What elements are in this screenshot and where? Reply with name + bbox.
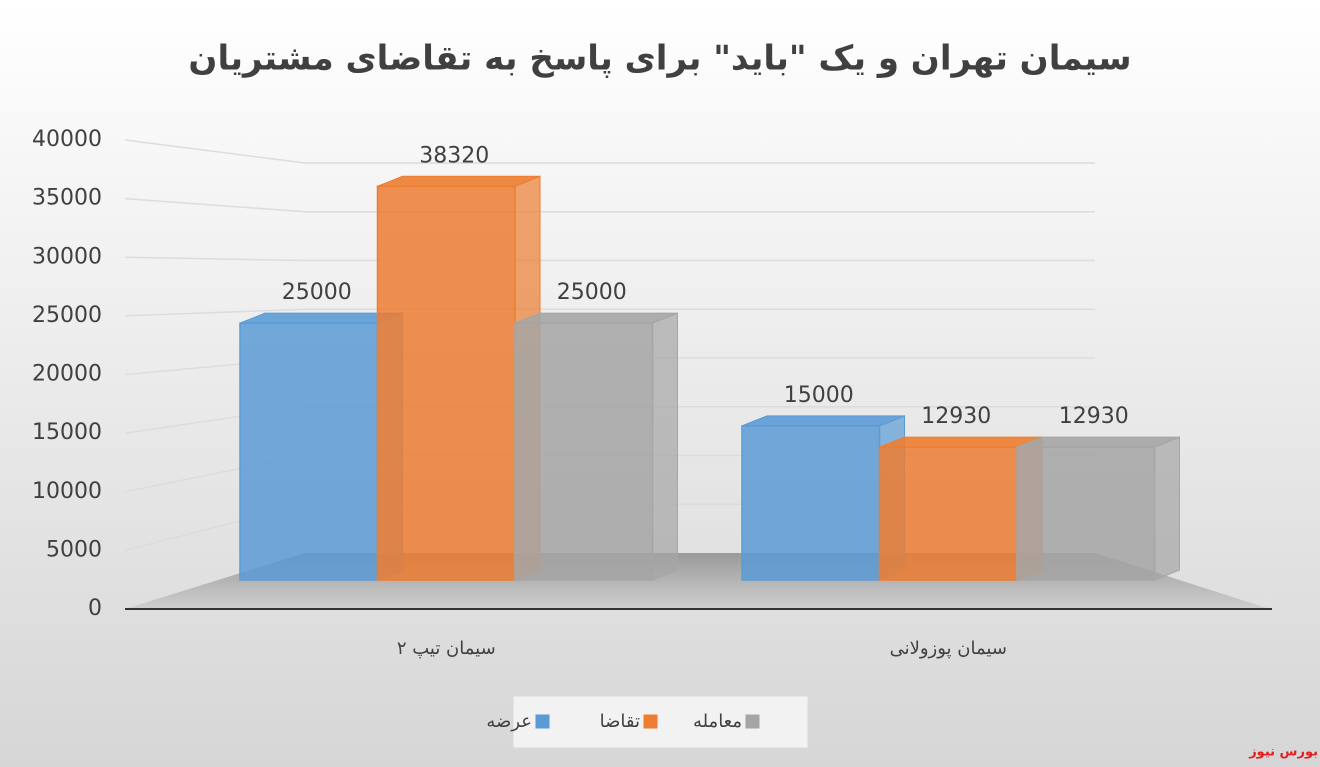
x-tick-label: سیمان تیپ ۲ <box>397 638 496 659</box>
grid-line <box>124 256 1095 262</box>
y-tick-label: 40000 <box>32 127 102 152</box>
y-tick-label: 25000 <box>32 303 102 328</box>
data-label: 12930 <box>921 404 991 429</box>
bar-top <box>741 415 905 427</box>
legend-label: تقاضا <box>600 711 640 732</box>
legend-swatch <box>745 714 760 729</box>
bar-front <box>239 322 379 581</box>
bar-front <box>514 322 654 581</box>
y-tick-label: 0 <box>88 596 102 621</box>
grid-line <box>124 308 1095 317</box>
bar-top <box>514 312 678 324</box>
data-label: 25000 <box>557 280 627 305</box>
data-label: 25000 <box>282 280 352 305</box>
watermark: بورس نیوز <box>1248 745 1318 760</box>
legend <box>512 695 809 749</box>
y-tick-label: 30000 <box>32 244 102 269</box>
bar-side <box>1154 436 1180 581</box>
bar-top <box>377 175 541 187</box>
legend-label: عرضه <box>486 711 532 732</box>
legend-swatch <box>643 714 658 729</box>
bar-front <box>376 185 516 581</box>
bar-top <box>879 436 1043 448</box>
legend-label: معامله <box>693 711 742 732</box>
data-label: 15000 <box>784 383 854 408</box>
y-tick-label: 10000 <box>32 479 102 504</box>
chart-title: سیمان تهران و یک "باید" برای پاسخ به تقا… <box>188 39 1131 79</box>
bar-front <box>878 446 1018 581</box>
bar <box>1016 436 1180 581</box>
grid-line <box>124 197 1095 213</box>
bar <box>514 312 678 581</box>
x-tick-label: سیمان پوزولانی <box>890 638 1007 659</box>
y-tick-label: 5000 <box>46 537 102 562</box>
bar-front <box>741 425 881 581</box>
data-label: 38320 <box>419 143 489 168</box>
y-tick-label: 20000 <box>32 362 102 387</box>
data-label: 12930 <box>1059 404 1129 429</box>
y-tick-label: 35000 <box>32 186 102 211</box>
bar-top <box>1016 436 1180 448</box>
grid-line <box>124 139 1095 164</box>
bar-front <box>1016 446 1156 581</box>
legend-swatch <box>535 714 550 729</box>
y-tick-label: 15000 <box>32 420 102 445</box>
bar-side <box>652 312 678 581</box>
